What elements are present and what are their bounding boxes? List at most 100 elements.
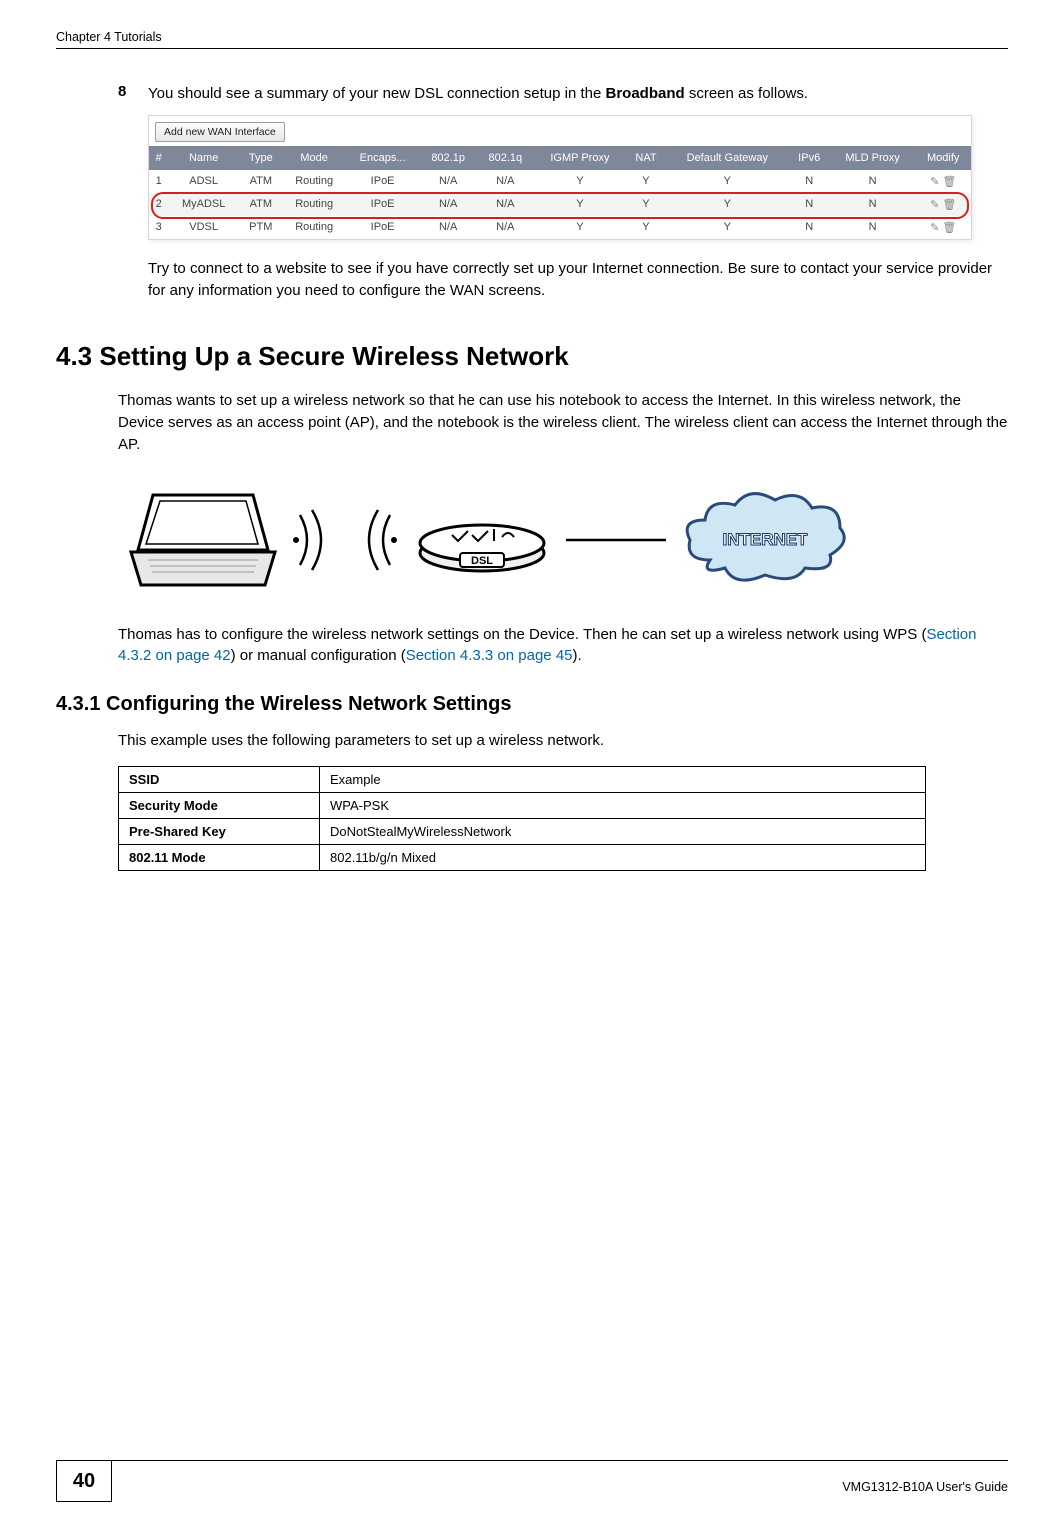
wan-table: #NameTypeModeEncaps...802.1p802.1qIGMP P… (149, 146, 971, 239)
internet-cloud-icon: INTERNET (680, 490, 850, 590)
table-row: 3VDSLPTMRoutingIPoEN/AN/AYYYNN✎ 🗑 (149, 216, 971, 239)
wan-cell: IPoE (346, 170, 420, 193)
wan-cell: N/A (420, 170, 477, 193)
wan-col-nat: NAT (626, 146, 666, 170)
wan-col-igmp-proxy: IGMP Proxy (534, 146, 626, 170)
edit-icon[interactable]: ✎ (930, 221, 939, 234)
param-key: Pre-Shared Key (119, 818, 320, 844)
svg-text:DSL: DSL (471, 555, 493, 567)
wan-cell: Routing (283, 170, 346, 193)
broadband-screenshot: Add new WAN Interface #NameTypeModeEncap… (148, 115, 972, 240)
laptop-icon (128, 490, 278, 590)
wan-cell: PTM (239, 216, 283, 239)
wan-cell: ATM (239, 193, 283, 216)
wan-cell: ADSL (168, 170, 239, 193)
edit-icon[interactable]: ✎ (930, 175, 939, 188)
step-number: 8 (118, 83, 148, 100)
network-diagram: DSL INTERNET (128, 480, 1008, 600)
wan-col-mld-proxy: MLD Proxy (830, 146, 916, 170)
wan-cell: N/A (477, 193, 534, 216)
param-value: Example (320, 766, 926, 792)
param-value: DoNotStealMyWirelessNetwork (320, 818, 926, 844)
step-text: You should see a summary of your new DSL… (148, 83, 808, 105)
param-row: SSIDExample (119, 766, 926, 792)
header-left: Chapter 4 Tutorials (56, 30, 162, 44)
wan-cell: N/A (477, 216, 534, 239)
wan-cell: N (830, 216, 916, 239)
wan-cell: Y (626, 170, 666, 193)
step8-post: screen as follows. (685, 85, 808, 102)
step8-bold: Broadband (606, 85, 685, 102)
wan-col-802-1q: 802.1q (477, 146, 534, 170)
wan-col-default-gateway: Default Gateway (666, 146, 789, 170)
param-key: SSID (119, 766, 320, 792)
sec43-p1: Thomas wants to set up a wireless networ… (118, 390, 1008, 455)
wan-cell: Y (666, 216, 789, 239)
connection-line (566, 535, 666, 545)
dsl-device-icon: DSL (412, 505, 552, 575)
param-row: Security ModeWPA-PSK (119, 792, 926, 818)
link-4-3-3[interactable]: Section 4.3.3 on page 45 (406, 647, 573, 664)
modify-cell[interactable]: ✎ 🗑 (915, 170, 971, 193)
param-row: 802.11 Mode802.11b/g/n Mixed (119, 844, 926, 870)
sec43-p2: Thomas has to configure the wireless net… (118, 624, 1008, 668)
wan-col-type: Type (239, 146, 283, 170)
wan-cell: N/A (477, 170, 534, 193)
wan-col-802-1p: 802.1p (420, 146, 477, 170)
sec43-p2-mid: ) or manual configuration ( (231, 647, 406, 664)
wan-cell: 2 (149, 193, 168, 216)
wan-col-mode: Mode (283, 146, 346, 170)
edit-icon[interactable]: ✎ (930, 198, 939, 211)
modify-cell[interactable]: ✎ 🗑 (915, 216, 971, 239)
wireless-params-table: SSIDExampleSecurity ModeWPA-PSKPre-Share… (118, 766, 926, 871)
wan-cell: Routing (283, 216, 346, 239)
param-row: Pre-Shared KeyDoNotStealMyWirelessNetwor… (119, 818, 926, 844)
delete-icon[interactable]: 🗑 (942, 221, 956, 234)
add-wan-button[interactable]: Add new WAN Interface (155, 122, 285, 142)
wan-cell: Y (534, 216, 626, 239)
step8-pre: You should see a summary of your new DSL… (148, 85, 606, 102)
table-row: 1ADSLATMRoutingIPoEN/AN/AYYYNN✎ 🗑 (149, 170, 971, 193)
wan-col-name: Name (168, 146, 239, 170)
section-4-3-1-heading: 4.3.1 Configuring the Wireless Network S… (56, 693, 1008, 716)
svg-text:INTERNET: INTERNET (723, 530, 809, 549)
wan-cell: N/A (420, 193, 477, 216)
page-header: Chapter 4 Tutorials (56, 30, 1008, 49)
delete-icon[interactable]: 🗑 (942, 198, 956, 211)
wan-cell: Routing (283, 193, 346, 216)
wan-cell: Y (534, 193, 626, 216)
wan-cell: IPoE (346, 216, 420, 239)
wan-cell: N (830, 193, 916, 216)
wan-cell: Y (626, 216, 666, 239)
section-4-3-heading: 4.3 Setting Up a Secure Wireless Network (56, 341, 1008, 372)
wan-cell: Y (626, 193, 666, 216)
guide-name: VMG1312-B10A User's Guide (842, 1470, 1008, 1494)
wan-col-modify: Modify (915, 146, 971, 170)
wifi-signal-in-icon (352, 505, 398, 575)
param-key: Security Mode (119, 792, 320, 818)
wan-cell: N (789, 216, 830, 239)
sec431-intro: This example uses the following paramete… (118, 730, 1008, 752)
param-key: 802.11 Mode (119, 844, 320, 870)
wan-cell: N (789, 170, 830, 193)
sec43-p2-pre: Thomas has to configure the wireless net… (118, 626, 926, 643)
page-footer: 40 VMG1312-B10A User's Guide (56, 1460, 1008, 1502)
try-connect-paragraph: Try to connect to a website to see if yo… (148, 258, 1008, 302)
wan-cell: 1 (149, 170, 168, 193)
wan-cell: N (789, 193, 830, 216)
wan-cell: MyADSL (168, 193, 239, 216)
modify-cell[interactable]: ✎ 🗑 (915, 193, 971, 216)
wan-col--: # (149, 146, 168, 170)
wan-cell: Y (666, 170, 789, 193)
wan-col-encaps-: Encaps... (346, 146, 420, 170)
delete-icon[interactable]: 🗑 (942, 175, 956, 188)
step-8: 8 You should see a summary of your new D… (118, 83, 1008, 105)
table-row: 2MyADSLATMRoutingIPoEN/AN/AYYYNN✎ 🗑 (149, 193, 971, 216)
wan-col-ipv6: IPv6 (789, 146, 830, 170)
page-number: 40 (56, 1461, 112, 1502)
wan-cell: N/A (420, 216, 477, 239)
sec43-p2-post: ). (573, 647, 582, 664)
wan-cell: N (830, 170, 916, 193)
wan-cell: Y (534, 170, 626, 193)
param-value: 802.11b/g/n Mixed (320, 844, 926, 870)
